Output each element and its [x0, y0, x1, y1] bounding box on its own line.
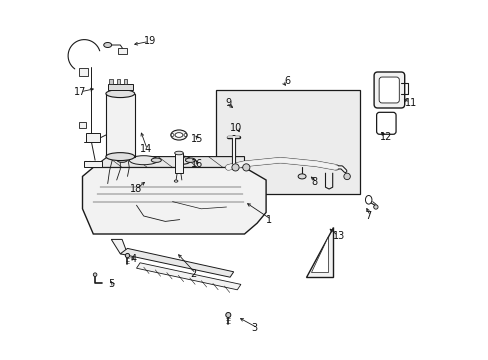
Text: 2: 2 — [190, 269, 196, 279]
Bar — [107, 84, 133, 90]
Ellipse shape — [106, 90, 134, 98]
Bar — [118, 48, 127, 54]
Text: 17: 17 — [74, 87, 86, 97]
Circle shape — [242, 164, 249, 171]
Text: 7: 7 — [365, 211, 370, 221]
Text: 13: 13 — [332, 231, 344, 241]
Polygon shape — [310, 236, 327, 272]
Ellipse shape — [103, 42, 111, 48]
Text: 16: 16 — [190, 159, 203, 169]
Ellipse shape — [117, 158, 127, 162]
Polygon shape — [111, 239, 127, 254]
Text: 8: 8 — [310, 177, 317, 187]
Bar — [117, 79, 120, 84]
Bar — [84, 161, 102, 167]
Polygon shape — [136, 263, 241, 290]
Circle shape — [231, 164, 239, 171]
Bar — [86, 133, 101, 142]
Ellipse shape — [298, 174, 305, 179]
Ellipse shape — [174, 151, 183, 155]
Ellipse shape — [106, 153, 134, 161]
FancyBboxPatch shape — [373, 72, 404, 108]
Text: 1: 1 — [265, 215, 272, 225]
Circle shape — [125, 253, 129, 258]
Ellipse shape — [170, 130, 187, 140]
FancyBboxPatch shape — [378, 77, 399, 103]
Text: 15: 15 — [190, 134, 203, 144]
Bar — [174, 153, 183, 173]
Text: 6: 6 — [284, 76, 290, 86]
Circle shape — [225, 312, 230, 318]
Polygon shape — [82, 167, 265, 234]
Bar — [106, 94, 134, 157]
Ellipse shape — [174, 180, 178, 182]
Circle shape — [171, 134, 174, 136]
Ellipse shape — [185, 158, 195, 162]
Text: 18: 18 — [129, 184, 142, 194]
Text: 14: 14 — [140, 144, 152, 154]
Ellipse shape — [151, 158, 161, 162]
Text: 9: 9 — [225, 98, 231, 108]
Bar — [109, 79, 113, 84]
Text: 11: 11 — [404, 98, 416, 108]
Circle shape — [343, 173, 349, 180]
Circle shape — [93, 273, 97, 276]
Text: 5: 5 — [107, 279, 114, 289]
Text: 12: 12 — [379, 132, 391, 142]
Polygon shape — [120, 248, 233, 277]
Bar — [79, 122, 86, 128]
Bar — [123, 79, 127, 84]
Circle shape — [183, 134, 186, 136]
Circle shape — [373, 205, 377, 209]
Ellipse shape — [175, 132, 183, 137]
Bar — [79, 68, 88, 76]
Text: 4: 4 — [130, 254, 136, 264]
Ellipse shape — [129, 156, 158, 165]
Text: 19: 19 — [143, 36, 156, 46]
Polygon shape — [305, 227, 332, 277]
Text: 3: 3 — [251, 323, 257, 333]
Bar — [215, 90, 359, 194]
Text: 10: 10 — [230, 123, 242, 133]
Polygon shape — [93, 157, 244, 167]
